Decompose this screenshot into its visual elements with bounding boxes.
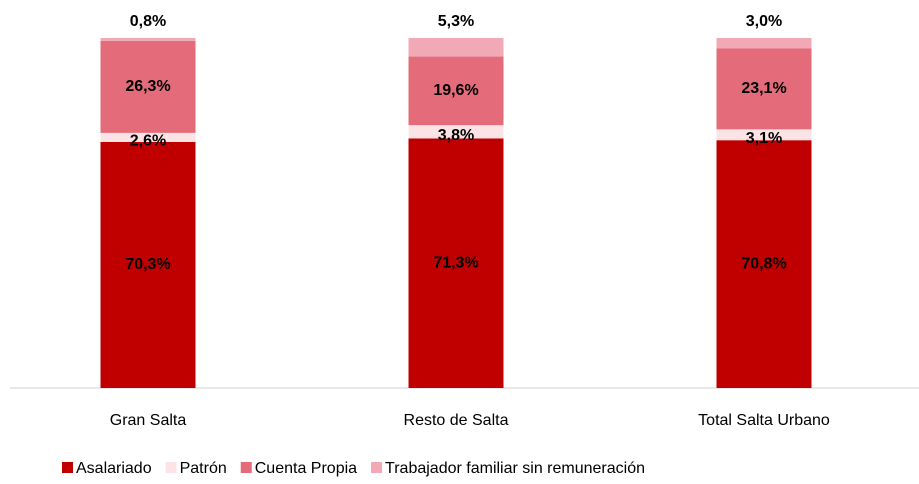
data-label: 3,1% — [746, 130, 782, 147]
data-label: 19,6% — [433, 82, 478, 99]
data-label: 2,6% — [130, 133, 166, 150]
legend-swatch — [240, 462, 252, 473]
bar-segment — [408, 56, 504, 126]
bar-segment — [100, 38, 196, 41]
x-tick-label: Total Salta Urbano — [698, 412, 830, 429]
data-label: 71,3% — [433, 254, 478, 271]
bar-segment — [716, 140, 812, 388]
x-tick-label: Gran Salta — [110, 412, 187, 429]
legend-label: Cuenta Propia — [255, 460, 357, 477]
bar-segment — [716, 38, 812, 49]
data-label: 3,8% — [438, 127, 474, 144]
bar-segment — [100, 40, 196, 133]
legend-label: Patrón — [180, 460, 227, 477]
bar-segment — [716, 48, 812, 130]
data-label: 70,3% — [125, 256, 170, 273]
legend-swatch — [165, 462, 177, 473]
bar-segment — [408, 138, 504, 388]
bar-segment — [100, 141, 196, 388]
data-label: 23,1% — [741, 80, 786, 97]
bar-segment — [716, 129, 812, 141]
data-label: 5,3% — [438, 13, 474, 30]
bar-segment — [100, 132, 196, 142]
legend-swatch — [62, 462, 73, 473]
legend-label: Asalariado — [76, 460, 152, 477]
legend-swatch — [371, 462, 383, 473]
legend-label: Trabajador familiar sin remuneración — [385, 460, 645, 477]
x-tick-label: Resto de Salta — [404, 412, 509, 429]
data-label: 26,3% — [125, 78, 170, 95]
data-label: 3,0% — [746, 13, 782, 30]
data-label: 70,8% — [741, 255, 786, 272]
bar-segment — [408, 125, 504, 139]
bar-segment — [408, 38, 504, 57]
data-label: 0,8% — [130, 13, 166, 30]
